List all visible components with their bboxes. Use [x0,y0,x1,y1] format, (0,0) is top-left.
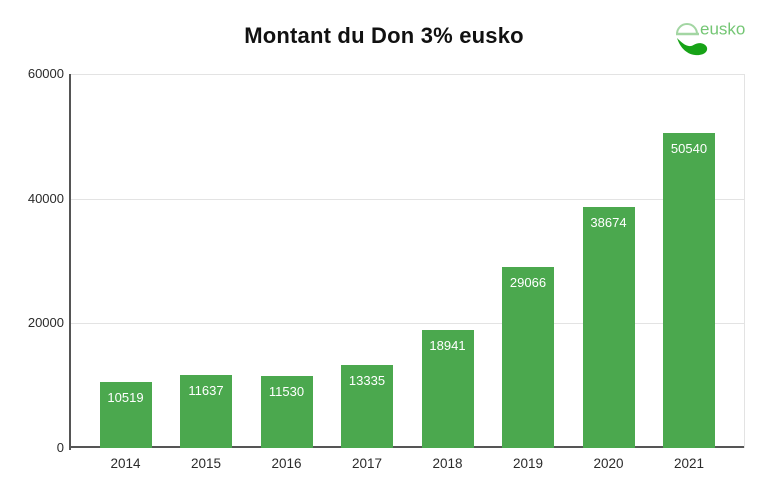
x-axis-line [69,446,744,448]
x-axis-label: 2016 [271,456,302,471]
bar-value-label: 10519 [107,390,144,405]
y-axis-line [69,74,71,450]
bar-value-label: 50540 [670,141,708,156]
bar: 38674 [582,207,635,448]
bar-value-label: 11530 [268,384,305,399]
bar-value-label: 11637 [188,383,224,398]
x-axis-label: 2020 [593,456,624,471]
chart-title: Montant du Don 3% eusko [244,23,524,48]
bar-value-label: 38674 [590,215,627,230]
bar: 11637 [180,375,232,448]
x-axis-label: 2018 [432,456,463,471]
eusko-logo-graphic: eusko [676,20,745,56]
eusko-logo: eusko [674,14,750,64]
gridline [71,323,744,324]
gridline [71,74,744,75]
logo-text: eusko [700,20,745,39]
y-axis-tick-label: 0 [56,440,64,455]
y-axis-tick-label: 40000 [27,191,64,206]
x-axis-label: 2021 [673,456,705,471]
bar: 50540 [663,133,715,448]
gridline [71,199,744,200]
x-axis-label: 2017 [351,456,383,471]
x-axis-label: 2014 [110,456,141,471]
x-axis-label: 2019 [512,456,544,471]
logo-swoosh-icon [677,38,708,56]
bar-value-label: 13335 [348,373,386,388]
bar: 10519 [99,382,152,448]
bar: 13335 [341,365,393,448]
y-axis-tick-label: 20000 [27,315,64,330]
bar: 18941 [421,330,474,448]
plot-right-border [744,74,745,448]
x-axis-label: 2015 [190,456,222,471]
bar: 29066 [502,267,554,448]
bar-value-label: 18941 [429,338,466,353]
logo-dome-icon [676,23,698,35]
bar-value-label: 29066 [509,275,547,290]
y-axis-tick-label: 60000 [27,66,64,81]
bar: 11530 [260,376,313,448]
